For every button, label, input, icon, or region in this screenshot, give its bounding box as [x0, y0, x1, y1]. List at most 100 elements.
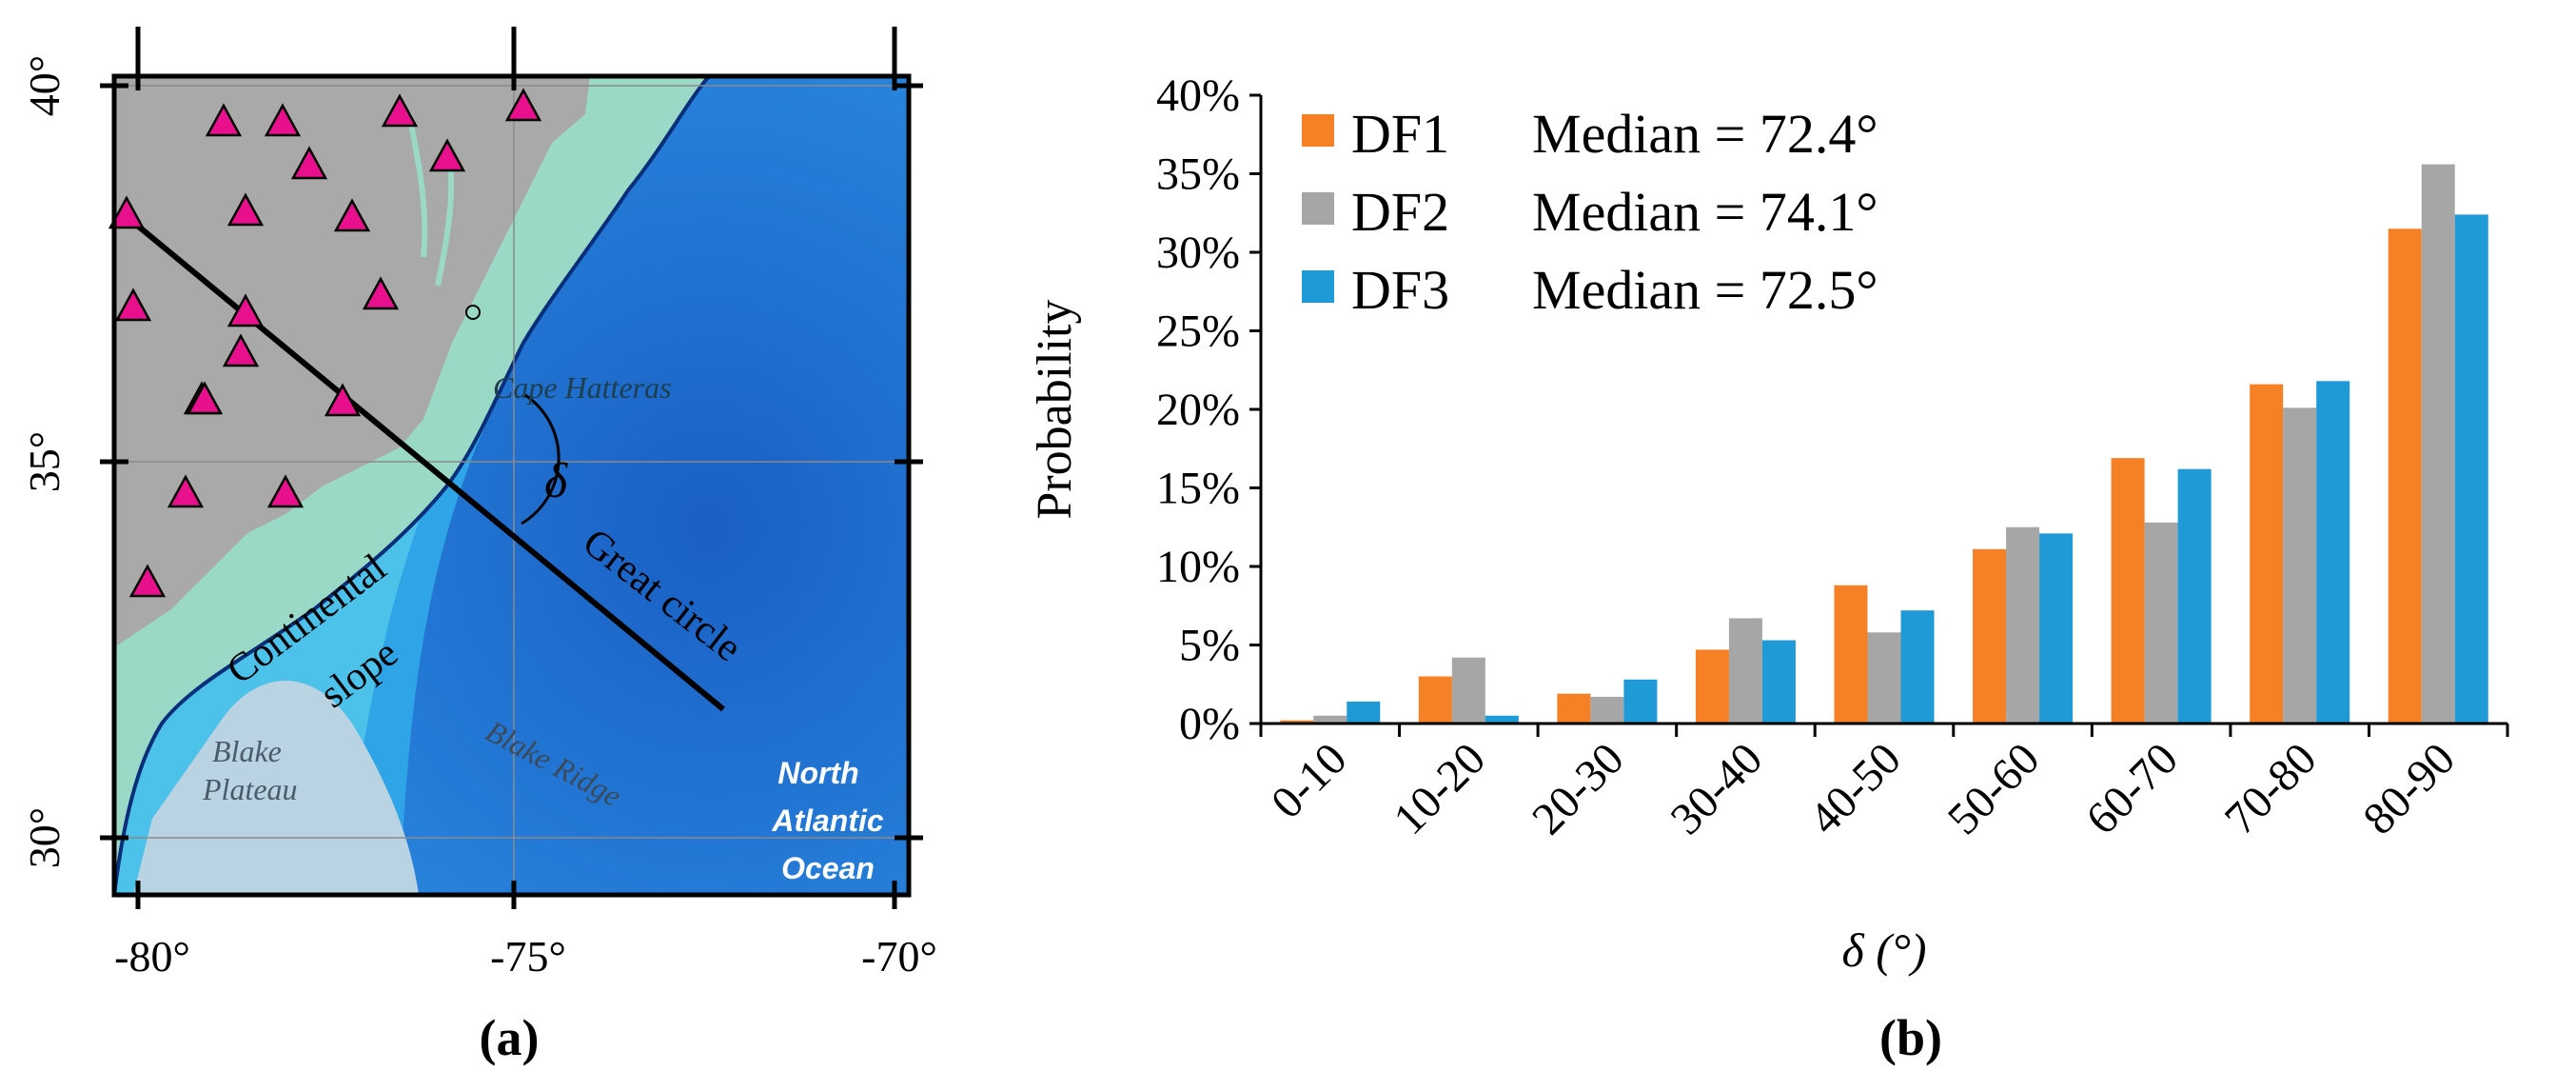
- bar-df3-30-40: [1761, 640, 1796, 724]
- bars-group: [1280, 164, 2488, 724]
- bar-df1-80-90: [2388, 228, 2422, 724]
- y-axis-ticks: 0% 5% 10% 15% 20% 25% 30% 35% 40%: [1156, 70, 1261, 749]
- lat-label-30: 30°: [20, 807, 69, 868]
- bar-df1-30-40: [1695, 649, 1729, 724]
- bar-df2-60-70: [2144, 522, 2178, 724]
- bar-df1-70-80: [2250, 384, 2284, 724]
- bar-df1-0-10: [1280, 720, 1314, 724]
- legend-swatch-df1: [1302, 114, 1334, 147]
- legend-median-df3: Median = 72.5°: [1532, 259, 1878, 321]
- station-triangle: [186, 381, 224, 415]
- bar-df1-20-30: [1557, 693, 1591, 724]
- reference-point: [465, 305, 481, 320]
- x-tick-label: 10-20: [1384, 733, 1495, 844]
- bar-df2-80-90: [2421, 164, 2455, 724]
- map-image: [114, 76, 909, 895]
- x-tick-label: 0-10: [1262, 733, 1357, 828]
- bar-df2-70-80: [2283, 407, 2317, 724]
- bar-df3-50-60: [2039, 533, 2074, 724]
- bar-chart: 0% 5% 10% 15% 20% 25% 30% 35% 40% 0-10 10-20 20-30…: [1028, 70, 2509, 1066]
- station-triangle: [428, 138, 466, 172]
- label-blake-1: Blake: [212, 734, 282, 768]
- bar-df3-40-50: [1900, 610, 1935, 724]
- lon-label-75: -75°: [490, 932, 566, 981]
- x-axis-label: δ (°): [1841, 923, 1926, 977]
- bar-df3-60-70: [2177, 468, 2212, 724]
- station-triangle: [290, 146, 328, 180]
- bar-df3-70-80: [2316, 381, 2350, 724]
- bar-df2-20-30: [1590, 696, 1624, 724]
- lon-label-70: -70°: [861, 932, 937, 981]
- legend-swatch-df2: [1302, 192, 1334, 225]
- x-tick-label: 20-30: [1523, 733, 1634, 844]
- station-triangle: [504, 88, 542, 122]
- station-triangle: [324, 383, 362, 417]
- bar-df1-40-50: [1834, 585, 1868, 724]
- label-cape-hatteras: Cape Hatteras: [493, 370, 672, 405]
- y-tick-label: 20%: [1156, 385, 1240, 435]
- lat-label-40: 40°: [20, 55, 69, 116]
- y-tick-label: 5%: [1179, 621, 1240, 671]
- bar-df3-20-30: [1623, 679, 1658, 724]
- label-delta: δ: [544, 454, 568, 508]
- station-triangle: [226, 192, 265, 227]
- station-triangle: [108, 195, 146, 229]
- y-tick-label: 10%: [1156, 542, 1240, 592]
- angle-arc: [521, 393, 560, 526]
- y-tick-label: 15%: [1156, 464, 1240, 514]
- x-tick-label: 40-50: [1799, 733, 1911, 844]
- station-triangle: [222, 333, 260, 367]
- y-tick-label: 35%: [1156, 149, 1240, 200]
- station-triangle: [264, 103, 302, 137]
- station-triangle: [128, 564, 167, 598]
- y-tick-label: 30%: [1156, 228, 1240, 278]
- legend-median-df1: Median = 72.4°: [1532, 103, 1878, 165]
- shelf-edge-line: [114, 76, 711, 895]
- lon-label-80: -80°: [114, 932, 190, 981]
- bar-df2-30-40: [1728, 618, 1762, 724]
- label-ocean-2: Atlantic: [771, 803, 884, 838]
- bar-df2-40-50: [1867, 632, 1901, 724]
- panel-b-caption: (b): [1879, 1009, 1942, 1066]
- legend-name-df3: DF3: [1351, 259, 1449, 321]
- label-blake-2: Plateau: [202, 772, 298, 806]
- x-tick-label: 50-60: [1938, 733, 2050, 844]
- bar-df1-10-20: [1418, 676, 1452, 724]
- bar-df3-0-10: [1347, 701, 1381, 724]
- x-tick-label: 80-90: [2353, 733, 2465, 844]
- bar-df1-60-70: [2111, 458, 2145, 724]
- bar-df2-50-60: [2006, 526, 2040, 724]
- station-triangle: [205, 103, 243, 137]
- lat-label-35: 35°: [20, 431, 69, 492]
- station-triangle: [362, 276, 400, 310]
- legend-median-df2: Median = 74.1°: [1532, 181, 1878, 243]
- bar-df2-10-20: [1451, 657, 1485, 724]
- x-tick-label: 60-70: [2076, 733, 2188, 844]
- x-tick-label: 70-80: [2215, 733, 2327, 844]
- map-panel: Cape Hatteras δ Blake Plateau Blake Ridg…: [20, 27, 937, 1066]
- y-axis-label: Probability: [1028, 299, 1082, 519]
- label-ocean-1: North: [777, 756, 858, 790]
- y-tick-label: 40%: [1156, 70, 1240, 121]
- legend-swatch-df3: [1302, 270, 1334, 303]
- y-tick-label: 25%: [1156, 307, 1240, 357]
- x-tick-label: 30-40: [1662, 733, 1773, 844]
- map-ticks: [100, 27, 923, 909]
- station-triangle: [266, 474, 305, 508]
- great-circle-line: [122, 211, 725, 712]
- station-triangle: [167, 474, 205, 508]
- bar-df2-0-10: [1313, 715, 1347, 724]
- y-tick-label: 0%: [1179, 699, 1240, 749]
- legend-name-df1: DF1: [1351, 103, 1449, 165]
- bar-df3-80-90: [2454, 214, 2488, 724]
- legend: DF1 Median = 72.4° DF2 Median = 74.1° DF3 Med…: [1302, 103, 1878, 321]
- x-axis-ticks: 0-10 10-20 20-30 30-40 40-50 50-60 60-70 70-80 8…: [1259, 724, 2509, 844]
- station-markers: [108, 88, 542, 598]
- bar-df3-10-20: [1485, 715, 1519, 724]
- label-ocean-3: Ocean: [781, 851, 875, 885]
- legend-name-df2: DF2: [1351, 181, 1449, 243]
- bar-df1-50-60: [1973, 548, 2007, 724]
- blake-plateau: [133, 681, 419, 895]
- panel-a-caption: (a): [480, 1009, 540, 1066]
- station-triangle: [114, 288, 152, 322]
